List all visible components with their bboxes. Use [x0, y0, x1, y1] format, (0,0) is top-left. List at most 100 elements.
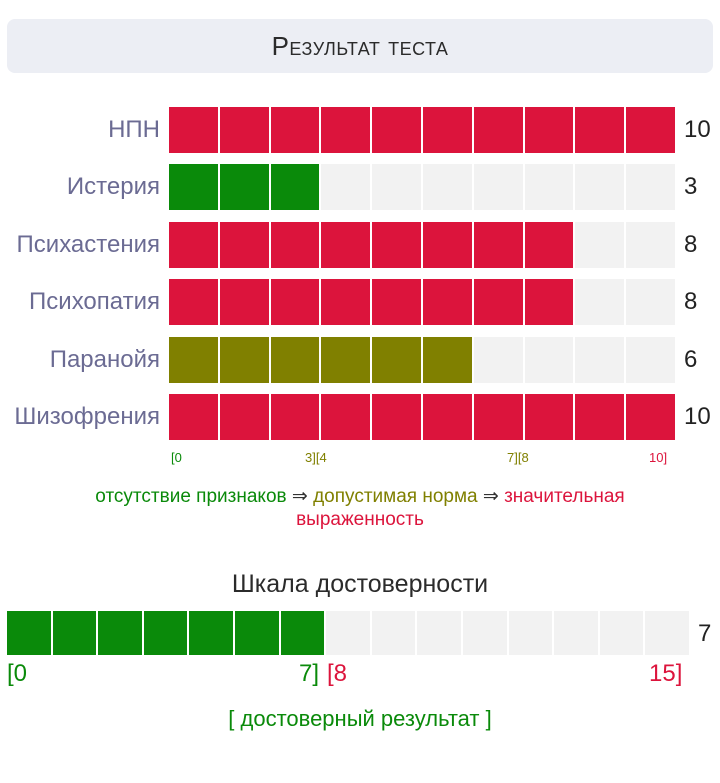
bar-segment-empty — [372, 164, 423, 210]
bar-segment-filled — [524, 394, 576, 440]
bar-segment-filled — [270, 337, 322, 383]
bar-segment-filled — [524, 107, 576, 153]
bar-segment-filled — [524, 222, 576, 268]
bar-segment-filled — [422, 222, 474, 268]
scale-bar — [169, 164, 675, 210]
reliability-segment-empty — [371, 611, 418, 655]
scale-row: НПН 10 — [0, 107, 720, 153]
scale-bar — [169, 394, 675, 440]
legend-mid: допустимая норма — [313, 486, 478, 507]
bar-segment-filled — [473, 222, 525, 268]
bar-segment-filled — [626, 394, 675, 440]
scale-value: 8 — [684, 231, 698, 258]
bar-segment-filled — [321, 222, 373, 268]
bar-segment-filled — [372, 222, 423, 268]
bar-segment-filled — [169, 279, 220, 325]
bar-segment-filled — [169, 394, 220, 440]
bar-segment-filled — [321, 394, 373, 440]
reliability-segment-empty — [462, 611, 509, 655]
bar-segment-filled — [372, 279, 423, 325]
bar-segment-empty — [575, 164, 627, 210]
page-title: Результат теста — [271, 31, 449, 61]
reliability-tick-end: 15] — [649, 660, 683, 687]
legend-low: отсутствие признаков — [95, 486, 287, 507]
scale-bar — [169, 279, 675, 325]
tick-mid-high: 7][8 — [507, 450, 529, 465]
header-panel: Результат теста — [7, 19, 713, 73]
bar-segment-filled — [473, 279, 525, 325]
scale-label: Шизофрения — [14, 403, 160, 430]
bar-segment-filled — [219, 164, 271, 210]
bar-segment-filled — [270, 107, 322, 153]
bar-segment-filled — [219, 107, 271, 153]
bar-segment-filled — [219, 337, 271, 383]
reliability-title: Шкала достоверности — [231, 570, 489, 598]
scale-row: Шизофрения 10 — [0, 394, 720, 440]
scale-bar — [169, 337, 675, 383]
reliability-bar — [7, 611, 689, 655]
scale-row: Паранойя 6 — [0, 337, 720, 383]
legend-arrow-2: ⇒ — [477, 486, 505, 507]
scale-label: Психастения — [16, 231, 160, 258]
bar-segment-empty — [626, 164, 675, 210]
reliability-tick-start: [0 — [7, 660, 28, 687]
bar-segment-filled — [321, 337, 373, 383]
bar-segment-filled — [270, 394, 322, 440]
legend-arrow-1: ⇒ — [286, 486, 314, 507]
bar-segment-empty — [473, 164, 525, 210]
tick-end: 10] — [649, 450, 668, 465]
bar-segment-empty — [626, 279, 675, 325]
reliability-tick-mid-a: 7] — [299, 660, 320, 687]
reliability-segment-empty — [417, 611, 463, 655]
reliability-segment-empty — [645, 611, 689, 655]
legend-high: значительная выраженность — [296, 486, 625, 530]
reliability-segment-filled — [189, 611, 235, 655]
bar-segment-filled — [270, 279, 322, 325]
scale-label: Психопатия — [29, 288, 160, 315]
bar-segment-filled — [372, 107, 423, 153]
bar-segment-filled — [372, 394, 423, 440]
bar-segment-empty — [575, 337, 627, 383]
scale-row: Психопатия 8 — [0, 279, 720, 325]
reliability-tick-mid-b: [8 — [327, 660, 348, 687]
tick-low-mid: 3][4 — [305, 450, 327, 465]
scale-ticks: [0 3][4 7][8 10] — [169, 450, 675, 466]
bar-segment-filled — [169, 337, 220, 383]
reliability-segment-empty — [554, 611, 600, 655]
bar-segment-filled — [219, 394, 271, 440]
reliability-value: 7 — [698, 620, 712, 647]
bar-segment-filled — [422, 107, 474, 153]
scale-value: 8 — [684, 288, 698, 315]
bar-segment-filled — [422, 394, 474, 440]
bar-segment-filled — [422, 279, 474, 325]
bar-segment-empty — [575, 222, 627, 268]
bar-segment-filled — [169, 164, 220, 210]
reliability-segment-empty — [326, 611, 372, 655]
scale-row: Психастения 8 — [0, 222, 720, 268]
bar-segment-filled — [422, 337, 474, 383]
bar-segment-filled — [219, 222, 271, 268]
scale-label: Паранойя — [49, 346, 160, 373]
scale-bar — [169, 222, 675, 268]
scale-row: Истерия 3 — [0, 164, 720, 210]
bar-segment-filled — [524, 279, 576, 325]
bar-segment-filled — [626, 107, 675, 153]
bar-segment-empty — [473, 337, 525, 383]
bar-segment-filled — [169, 222, 220, 268]
bar-segment-filled — [321, 107, 373, 153]
reliability-segment-filled — [280, 611, 327, 655]
reliability-segment-filled — [98, 611, 144, 655]
scale-label: НПН — [108, 116, 160, 143]
scale-value: 10 — [684, 403, 711, 430]
bar-segment-empty — [422, 164, 474, 210]
bar-segment-filled — [372, 337, 423, 383]
bar-segment-empty — [626, 222, 675, 268]
bar-segment-filled — [575, 107, 627, 153]
reliability-segment-filled — [7, 611, 53, 655]
scale-value: 6 — [684, 346, 698, 373]
bar-segment-filled — [270, 222, 322, 268]
reliability-segment-empty — [599, 611, 646, 655]
bar-segment-filled — [169, 107, 220, 153]
reliability-segment-filled — [143, 611, 190, 655]
bar-segment-empty — [626, 337, 675, 383]
